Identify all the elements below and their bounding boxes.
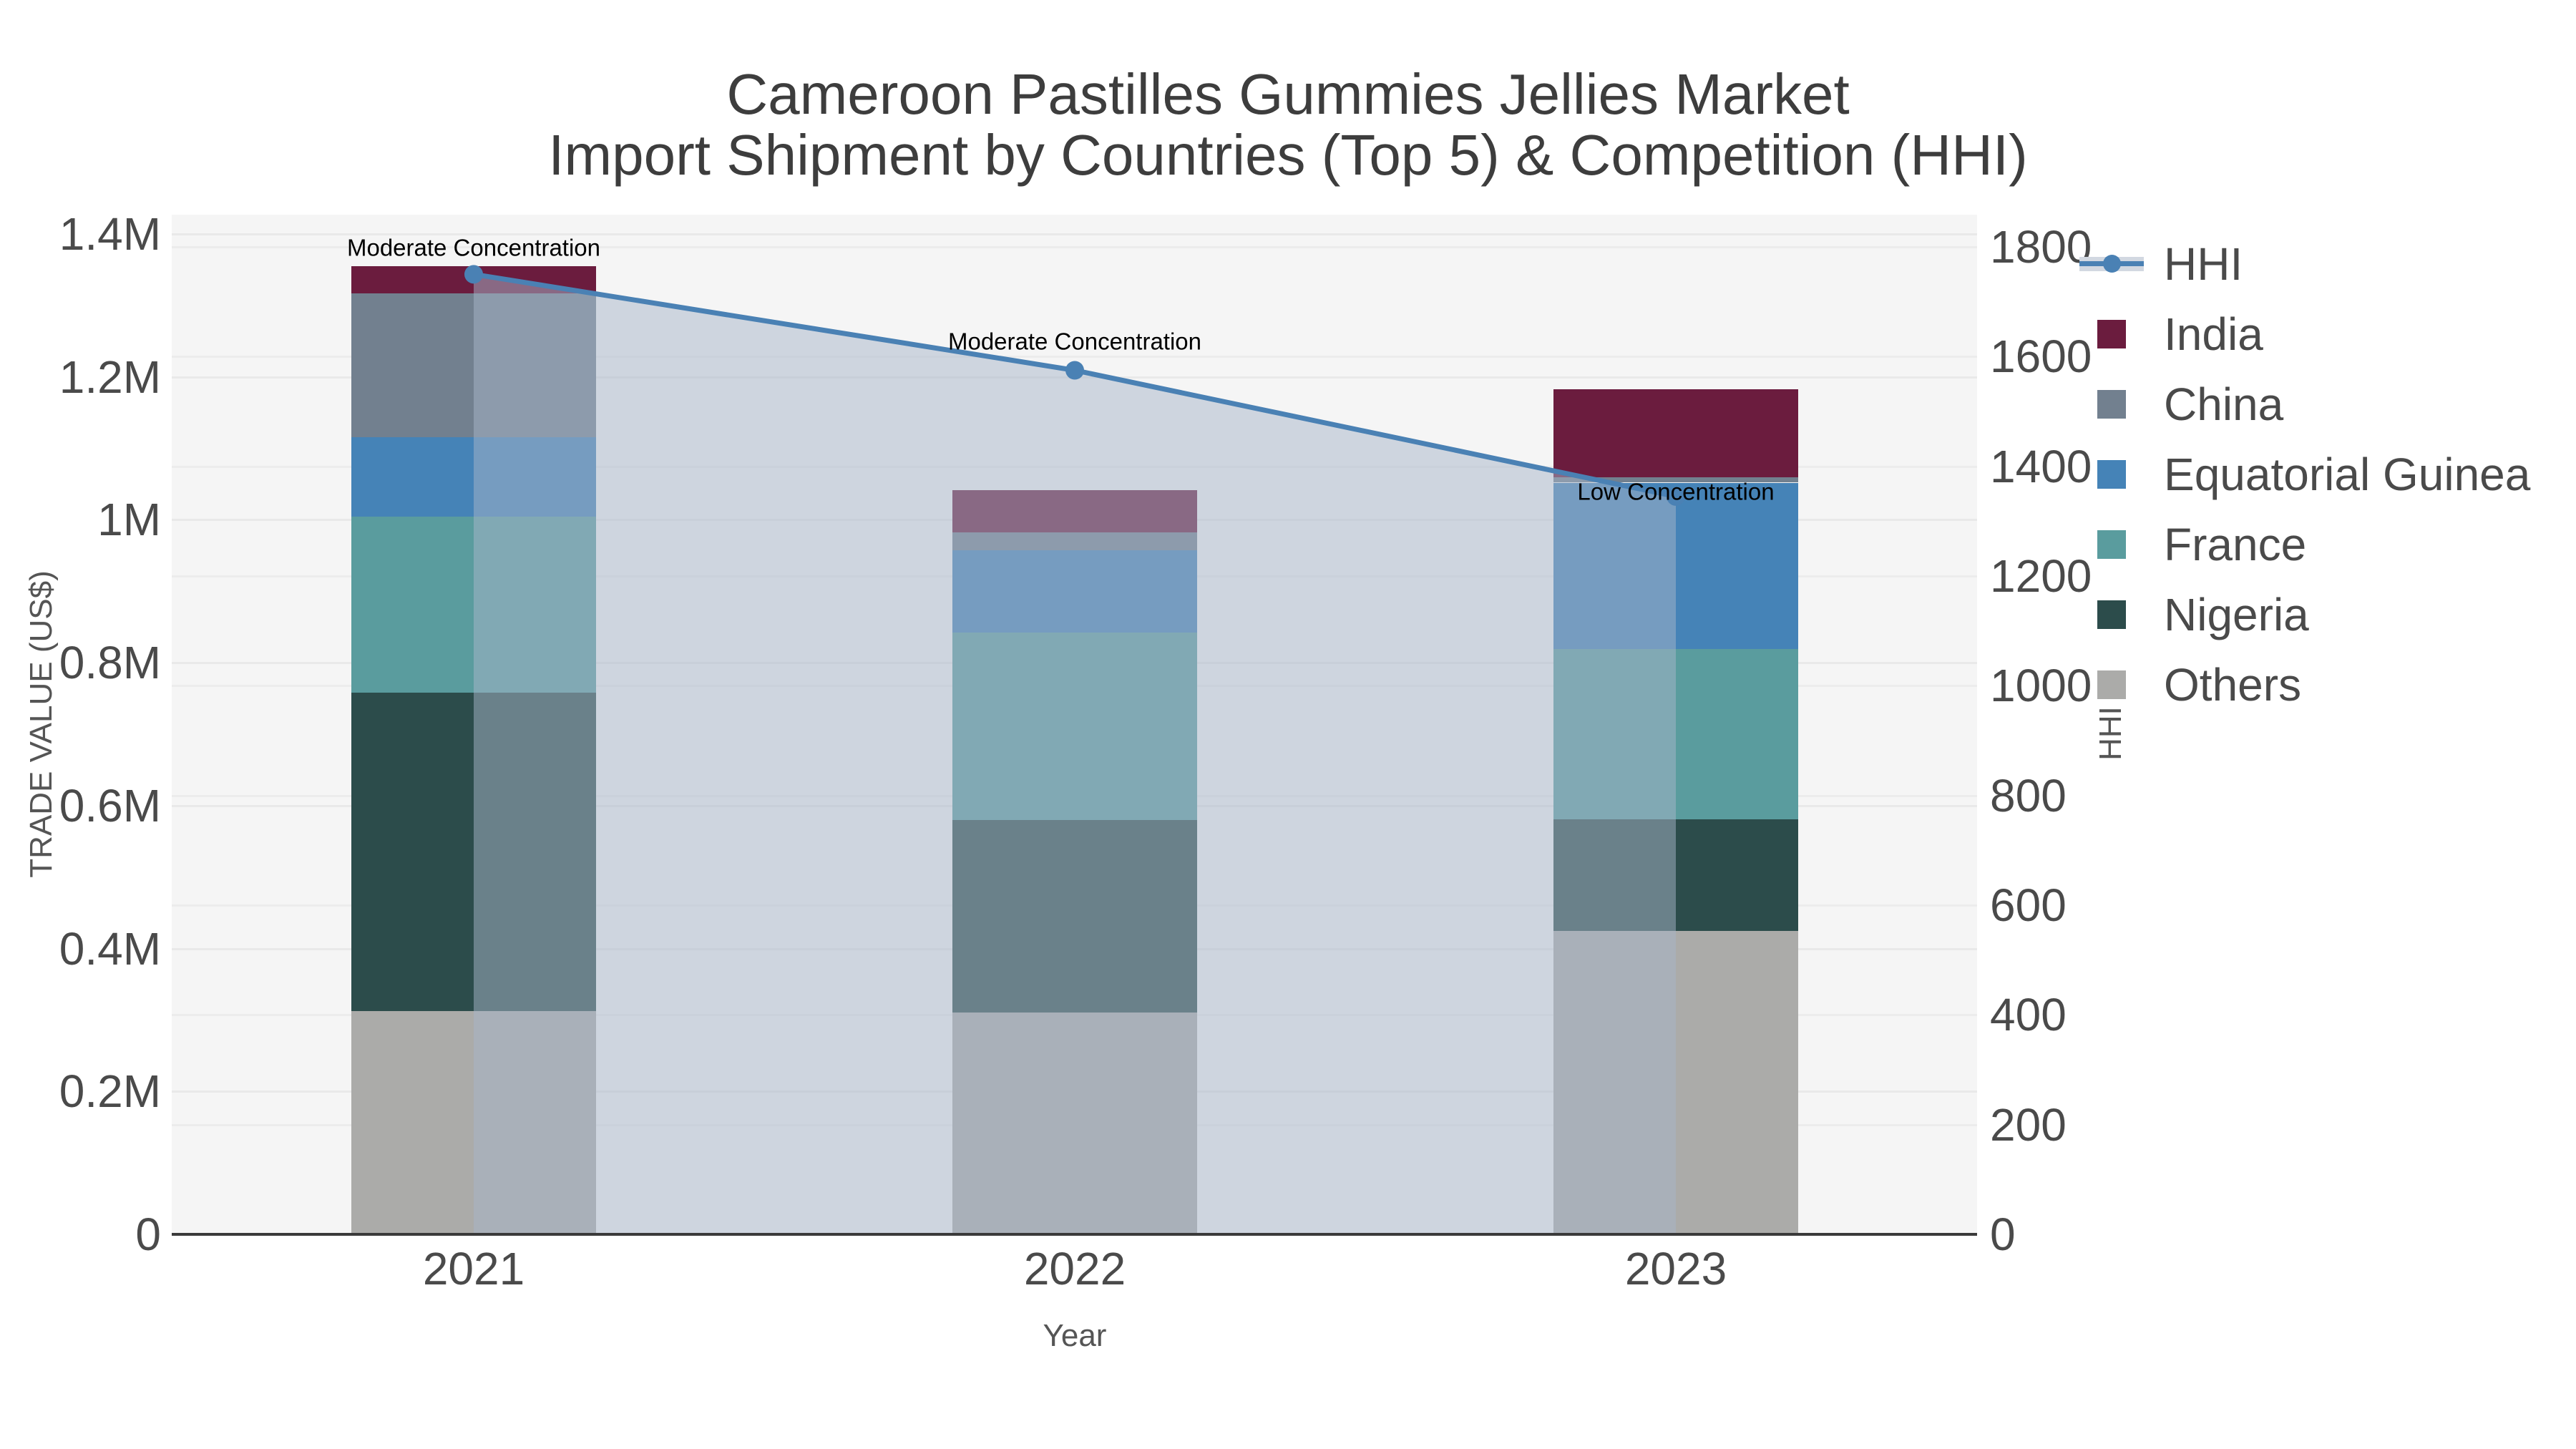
- y-left-tick-label[interactable]: 0.8M: [59, 637, 161, 689]
- y-right-tick-label[interactable]: 1800: [1990, 221, 2092, 273]
- legend-label[interactable]: HHI: [2164, 238, 2243, 290]
- y-right-tick-label[interactable]: 600: [1990, 879, 2067, 931]
- legend-handle[interactable]: [2079, 320, 2144, 348]
- y-right-tick-label[interactable]: 200: [1990, 1098, 2067, 1151]
- hhi-point: [1667, 487, 1685, 506]
- legend-label[interactable]: China: [2164, 379, 2284, 430]
- legend-label[interactable]: Nigeria: [2164, 589, 2309, 640]
- chart-title: Cameroon Pastilles Gummies Jellies Marke…: [726, 62, 1850, 126]
- y-right-tick-label[interactable]: 400: [1990, 989, 2067, 1041]
- hhi-legend-dot-icon[interactable]: [2103, 255, 2121, 273]
- y-right-tick-label[interactable]: 0: [1990, 1209, 2016, 1260]
- legend-handle[interactable]: [2079, 530, 2144, 559]
- y-right-tick-label[interactable]: 1000: [1990, 660, 2092, 712]
- x-axis-title: Year: [1043, 1318, 1107, 1353]
- legend-label[interactable]: Others: [2164, 659, 2302, 711]
- legend-swatch-icon[interactable]: [2097, 670, 2126, 699]
- hhi-point: [464, 265, 483, 284]
- y-right-tick-label[interactable]: 1600: [1990, 331, 2092, 383]
- legend-item-india[interactable]: India: [2079, 299, 2530, 369]
- chart-subtitle: Import Shipment by Countries (Top 5) & C…: [548, 123, 2028, 187]
- legend-handle[interactable]: [2079, 600, 2144, 629]
- hhi-point: [1065, 361, 1084, 380]
- legend-label[interactable]: India: [2164, 308, 2263, 360]
- y-right-tick-label[interactable]: 1200: [1990, 550, 2092, 602]
- legend-handle[interactable]: [2079, 670, 2144, 699]
- x-tick-label[interactable]: 2021: [422, 1243, 525, 1294]
- y-right-tick-label[interactable]: 1400: [1990, 440, 2092, 492]
- y-left-tick-label[interactable]: 0: [135, 1209, 161, 1260]
- annotation-2021[interactable]: Moderate Concentration: [346, 234, 601, 261]
- legend-swatch-icon[interactable]: [2097, 530, 2126, 559]
- legend-handle[interactable]: [2079, 255, 2144, 273]
- gridline-left[interactable]: [172, 233, 1977, 235]
- x-tick-label[interactable]: 2022: [1023, 1243, 1126, 1294]
- gridline-right[interactable]: [172, 356, 1977, 358]
- hhi-line-layer: [464, 265, 1685, 1234]
- y-left-tick-label[interactable]: 0.2M: [59, 1065, 161, 1118]
- y-left-tick-label[interactable]: 1M: [97, 494, 161, 546]
- legend-swatch-icon[interactable]: [2097, 320, 2126, 348]
- legend-item-china[interactable]: China: [2079, 369, 2530, 439]
- hhi-area-fill: [474, 274, 1676, 1234]
- y-left-tick-label[interactable]: 1.2M: [59, 351, 161, 403]
- legend-item-hhi[interactable]: HHI: [2079, 229, 2530, 299]
- y-left-tick-label[interactable]: 0.4M: [59, 922, 161, 975]
- legend-swatch-icon[interactable]: [2097, 600, 2126, 629]
- y-left-tick-label[interactable]: 0.6M: [59, 779, 161, 831]
- legend-label[interactable]: France: [2164, 519, 2307, 570]
- legend-swatch-icon[interactable]: [2097, 390, 2126, 419]
- gridline-right[interactable]: [172, 246, 1977, 248]
- legend-handle[interactable]: [2079, 390, 2144, 419]
- legend-label[interactable]: Equatorial Guinea: [2164, 449, 2531, 500]
- x-axis-line: [172, 1233, 1977, 1236]
- legend-item-nigeria[interactable]: Nigeria: [2079, 580, 2530, 650]
- bar-segment-india[interactable]: [1553, 389, 1798, 477]
- legend-item-france[interactable]: France: [2079, 509, 2530, 580]
- plot-area: Moderate Concentration Moderate Concentra…: [172, 215, 1977, 1236]
- legend-swatch-icon[interactable]: [2097, 460, 2126, 489]
- x-tick-label[interactable]: 2023: [1624, 1243, 1727, 1294]
- annotation-2022[interactable]: Moderate Concentration: [947, 328, 1202, 354]
- y-right-tick-label[interactable]: 800: [1990, 769, 2067, 821]
- legend-item-equatorial-guinea[interactable]: Equatorial Guinea: [2079, 439, 2530, 509]
- bar-segment-china[interactable]: [1553, 477, 1798, 483]
- legend-handle[interactable]: [2079, 460, 2144, 489]
- legend-item-others[interactable]: Others: [2079, 650, 2530, 720]
- y-left-tick-label[interactable]: 1.4M: [59, 208, 161, 260]
- hhi-legend-marker[interactable]: [2079, 255, 2144, 273]
- legend: HHI India China Equatorial Guinea France Nige…: [2079, 229, 2530, 720]
- y-left-axis-title: TRADE VALUE (US$): [24, 570, 59, 878]
- annotation-2023[interactable]: Low Concentration: [1577, 478, 1775, 505]
